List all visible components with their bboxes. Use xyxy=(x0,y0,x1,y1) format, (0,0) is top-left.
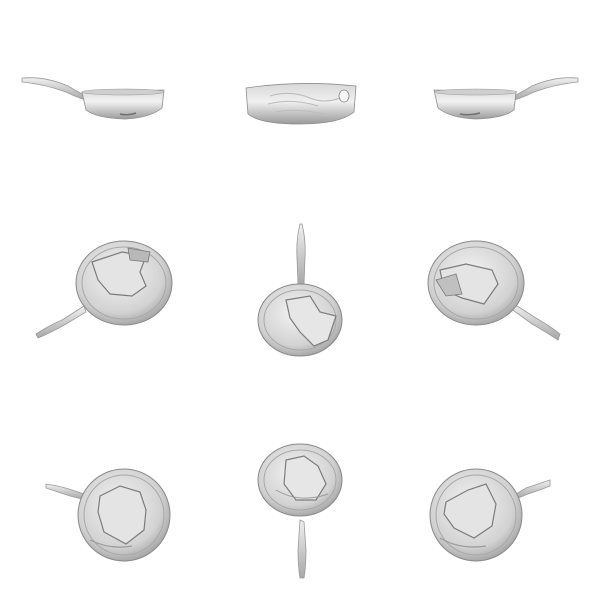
view-side-left xyxy=(0,0,200,200)
view-bottom-down xyxy=(200,400,400,600)
pan-bottom-right-render xyxy=(429,468,551,562)
view-side-right xyxy=(400,0,600,200)
view-top-down-right xyxy=(400,200,600,400)
view-bottom-right xyxy=(400,400,600,600)
view-top-up xyxy=(200,200,400,400)
view-top-down-left xyxy=(0,200,200,400)
pan-top-down-right-render xyxy=(427,240,561,341)
pan-side-right-render xyxy=(433,77,579,120)
pan-side-back-render xyxy=(245,83,357,125)
view-side-back xyxy=(200,0,400,200)
pan-bottom-left-render xyxy=(45,468,171,562)
pan-bottom-down-render xyxy=(257,443,343,579)
pan-top-down-left-render xyxy=(35,240,173,339)
pan-top-up-render xyxy=(257,223,343,357)
view-bottom-left xyxy=(0,400,200,600)
pan-side-left-render xyxy=(21,77,165,120)
